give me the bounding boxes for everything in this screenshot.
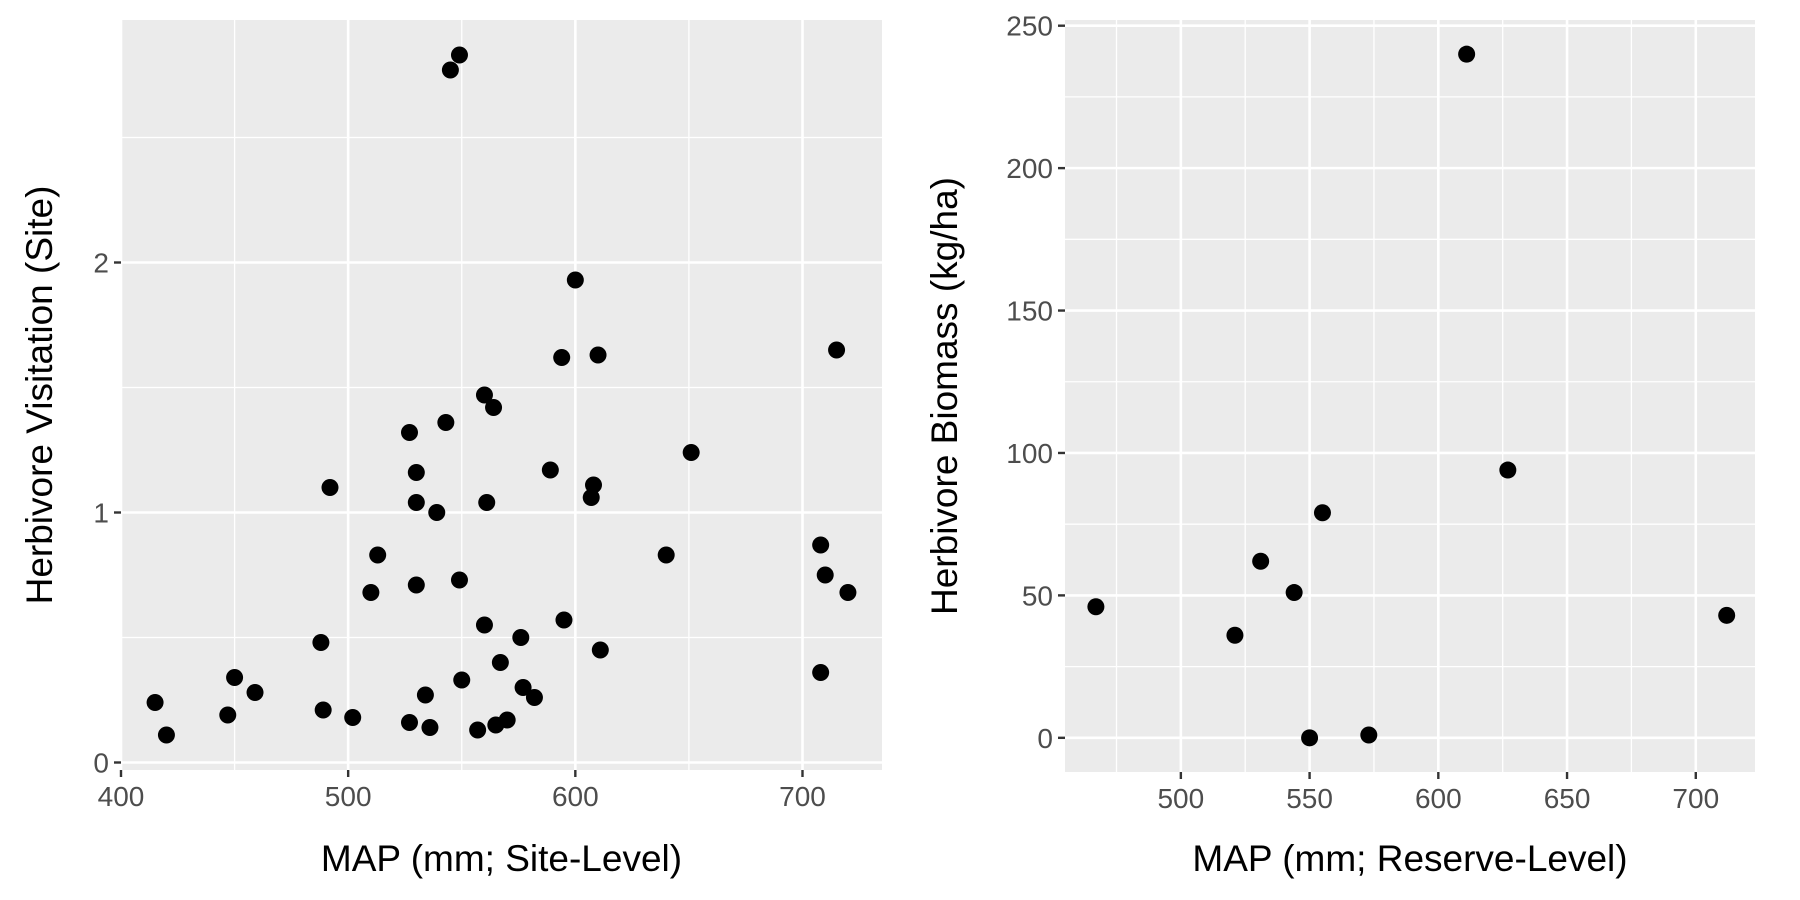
x-tick-label: 400 (98, 781, 145, 812)
data-point (812, 664, 830, 681)
data-point (407, 494, 425, 511)
y-tick-label: 50 (1022, 580, 1053, 611)
data-point (1087, 598, 1105, 616)
data-point (441, 61, 459, 79)
y-tick-label: 0 (1037, 723, 1053, 754)
data-point (512, 629, 530, 646)
data-point (450, 46, 468, 64)
data-point (589, 346, 607, 364)
data-point (475, 386, 493, 404)
data-point (1499, 461, 1517, 479)
data-point (407, 464, 425, 481)
x-tick-label: 600 (1415, 783, 1462, 814)
x-axis-title: MAP (mm; Reserve-Level) (1192, 838, 1627, 879)
reserve-level-scatter-panel: 500 550 600 650 700 0 50 100 150 200 250 MAP (mm; R… (924, 11, 1755, 879)
plot-panel-background (1065, 20, 1755, 772)
data-point (475, 616, 493, 634)
data-point (407, 576, 425, 594)
y-axis-title: Herbivore Biomass (kg/ha) (924, 177, 965, 615)
data-point (344, 709, 362, 726)
data-point (657, 546, 675, 564)
data-point (525, 689, 543, 706)
data-point (246, 684, 264, 701)
plot-panel-background (121, 20, 882, 770)
data-point (1718, 606, 1736, 624)
data-point (1285, 584, 1303, 602)
x-tick-label: 550 (1286, 783, 1333, 814)
y-axis-title: Herbivore Visitation (Site) (19, 186, 60, 605)
y-tick-label: 250 (1006, 11, 1053, 42)
data-point (566, 271, 584, 289)
data-point (146, 694, 164, 711)
data-point (1252, 552, 1270, 570)
data-point (362, 584, 380, 601)
data-point (553, 349, 571, 366)
data-point (1360, 726, 1378, 744)
data-point (582, 489, 600, 506)
x-tick-label: 500 (1157, 783, 1204, 814)
data-point (478, 494, 496, 511)
data-point (469, 721, 487, 739)
x-tick-label: 650 (1544, 783, 1591, 814)
data-point (828, 341, 846, 359)
y-tick-label: 100 (1006, 438, 1053, 469)
data-point (157, 726, 175, 744)
data-point (416, 686, 434, 704)
data-point (555, 611, 573, 629)
data-point (1226, 626, 1244, 644)
data-point (682, 444, 700, 461)
data-point (453, 671, 471, 689)
data-point (487, 716, 505, 734)
data-point (816, 566, 834, 584)
data-point (591, 641, 609, 659)
data-point (312, 634, 330, 651)
y-tick-label: 200 (1006, 153, 1053, 184)
x-tick-label: 600 (552, 781, 599, 812)
data-point (1301, 729, 1319, 747)
data-point (839, 584, 857, 601)
x-tick-label: 700 (779, 781, 826, 812)
data-point (1458, 45, 1476, 63)
x-axis-title: MAP (mm; Site-Level) (321, 838, 682, 879)
data-point (226, 669, 244, 686)
data-point (428, 504, 446, 521)
data-point (541, 461, 559, 479)
data-point (485, 399, 503, 416)
data-point (400, 424, 418, 441)
data-point (1313, 504, 1331, 522)
y-tick-label: 2 (93, 248, 109, 279)
data-point (400, 714, 418, 731)
data-point (421, 719, 439, 736)
data-point (219, 706, 237, 724)
data-point (812, 536, 830, 554)
x-tick-label: 500 (325, 781, 372, 812)
y-tick-label: 0 (93, 748, 109, 779)
x-tick-label: 700 (1672, 783, 1719, 814)
data-point (314, 701, 332, 719)
y-tick-label: 150 (1006, 296, 1053, 327)
data-point (514, 679, 532, 696)
data-point (437, 414, 455, 431)
data-point (491, 654, 509, 671)
data-point (369, 546, 387, 564)
data-point (321, 479, 339, 496)
site-level-scatter-panel: 400 500 600 700 0 1 2 MAP (mm; Site-Level) Herbi… (19, 20, 882, 879)
data-point (450, 571, 468, 589)
y-tick-label: 1 (93, 498, 109, 529)
